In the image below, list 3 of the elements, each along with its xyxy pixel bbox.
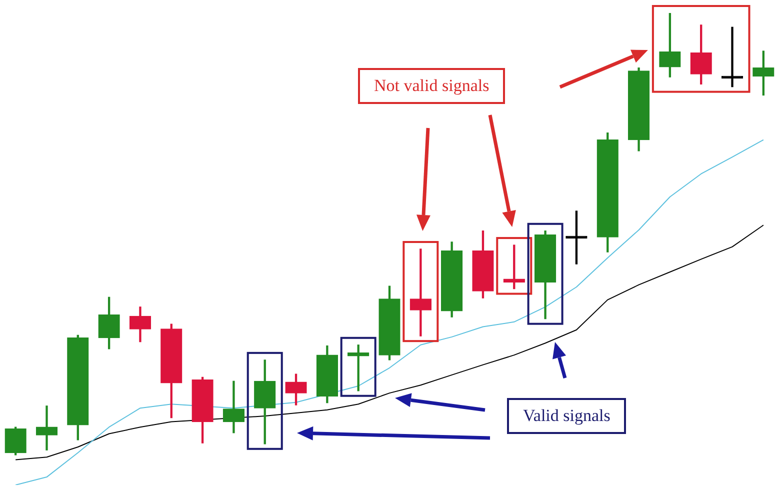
annotation: Valid signals xyxy=(507,398,626,434)
annotation: Not valid signals xyxy=(358,68,506,104)
candlestick xyxy=(36,406,58,450)
